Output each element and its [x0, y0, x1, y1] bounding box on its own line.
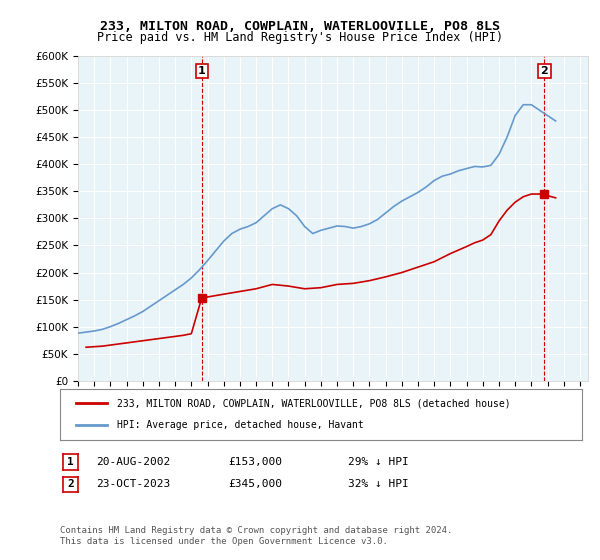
Text: 23-OCT-2023: 23-OCT-2023	[96, 479, 170, 489]
Text: 2: 2	[67, 479, 74, 489]
Text: £153,000: £153,000	[228, 457, 282, 467]
Text: 1: 1	[198, 66, 206, 76]
Text: 1: 1	[67, 457, 74, 467]
Text: 20-AUG-2002: 20-AUG-2002	[96, 457, 170, 467]
Text: 29% ↓ HPI: 29% ↓ HPI	[348, 457, 409, 467]
Text: 233, MILTON ROAD, COWPLAIN, WATERLOOVILLE, PO8 8LS (detached house): 233, MILTON ROAD, COWPLAIN, WATERLOOVILL…	[118, 398, 511, 408]
Text: Price paid vs. HM Land Registry's House Price Index (HPI): Price paid vs. HM Land Registry's House …	[97, 31, 503, 44]
Text: HPI: Average price, detached house, Havant: HPI: Average price, detached house, Hava…	[118, 421, 364, 431]
Text: 233, MILTON ROAD, COWPLAIN, WATERLOOVILLE, PO8 8LS: 233, MILTON ROAD, COWPLAIN, WATERLOOVILL…	[100, 20, 500, 32]
Text: £345,000: £345,000	[228, 479, 282, 489]
Text: 32% ↓ HPI: 32% ↓ HPI	[348, 479, 409, 489]
Text: 2: 2	[541, 66, 548, 76]
Text: Contains HM Land Registry data © Crown copyright and database right 2024.
This d: Contains HM Land Registry data © Crown c…	[60, 526, 452, 546]
